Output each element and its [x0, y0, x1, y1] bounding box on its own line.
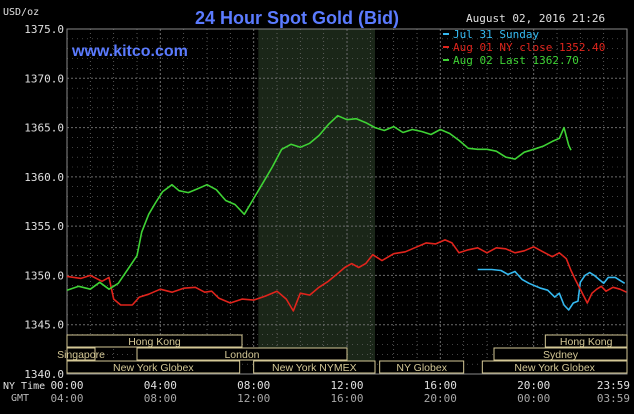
x-tick-gmt: 08:00 — [144, 392, 177, 405]
x-tick-ny: 20:00 — [517, 379, 550, 392]
y-tick-label: 1350.0 — [24, 269, 64, 282]
legend-label: Aug 02 Last 1362.70 — [453, 54, 579, 67]
legend-label: Jul 31 Sunday — [453, 28, 539, 41]
session-box — [253, 360, 376, 374]
y-tick-label: 1360.0 — [24, 171, 64, 184]
x-tick-gmt: 00:00 — [517, 392, 550, 405]
session-box — [379, 360, 465, 374]
x-tick-gmt: 12:00 — [237, 392, 270, 405]
x-tick-ny: 23:59 — [597, 379, 630, 392]
session-label: London — [224, 349, 259, 361]
x-tick-ny: 08:00 — [237, 379, 270, 392]
session-box — [493, 347, 628, 361]
session-box — [481, 360, 628, 374]
x-tick-gmt: 20:00 — [424, 392, 457, 405]
x-tick-gmt: 04:00 — [50, 392, 83, 405]
session-label: Sydney — [543, 349, 579, 361]
gmt-label: GMT — [11, 393, 29, 404]
y-axis-unit: USD/oz — [3, 7, 39, 18]
session-label: NY Globex — [396, 362, 447, 374]
datetime-label: August 02, 2016 21:26 — [466, 12, 605, 25]
plot-frame — [66, 28, 628, 375]
ny-time-label: NY Time — [3, 381, 45, 392]
y-tick-label: 1375.0 — [24, 23, 64, 36]
x-tick-gmt: 03:59 — [597, 392, 630, 405]
x-axis-ticks: 00:0004:0004:0008:0008:0012:0012:0016:00… — [50, 379, 630, 405]
session-label: Hong Kong — [128, 336, 181, 348]
x-tick-ny: 12:00 — [330, 379, 363, 392]
session-label: New York Globex — [113, 362, 194, 374]
x-tick-ny: 00:00 — [50, 379, 83, 392]
series-line-1 — [66, 239, 627, 312]
session-label: New York NYMEX — [272, 362, 357, 374]
session-label: Hong Kong — [560, 336, 613, 348]
y-tick-label: 1340.0 — [24, 368, 64, 381]
chart-title: 24 Hour Spot Gold (Bid) — [195, 8, 399, 28]
website-label[interactable]: www.kitco.com — [71, 43, 188, 60]
y-tick-label: 1355.0 — [24, 220, 64, 233]
session-box — [66, 360, 241, 374]
y-tick-label: 1365.0 — [24, 122, 64, 135]
legend-label: Aug 01 NY close 1352.40 — [453, 41, 605, 54]
y-axis-ticks: 1340.0 1345.0 1350.0 1355.0 1360.0 1365.0 1370… — [24, 23, 64, 381]
series-line-2 — [66, 114, 572, 291]
session-box — [136, 347, 348, 361]
series-layer — [66, 114, 627, 312]
y-tick-label: 1345.0 — [24, 319, 64, 332]
session-box — [66, 347, 96, 361]
y-tick-label: 1370.0 — [24, 72, 64, 85]
x-tick-ny: 16:00 — [424, 379, 457, 392]
session-box — [66, 334, 243, 348]
session-box — [544, 334, 628, 348]
session-label: Singapore — [57, 349, 105, 361]
series-line-0 — [477, 268, 626, 311]
session-label: New York Globex — [514, 362, 595, 374]
nymex-session-shade — [258, 29, 375, 374]
grid-lines — [66, 28, 628, 375]
x-tick-ny: 04:00 — [144, 379, 177, 392]
x-tick-gmt: 16:00 — [330, 392, 363, 405]
